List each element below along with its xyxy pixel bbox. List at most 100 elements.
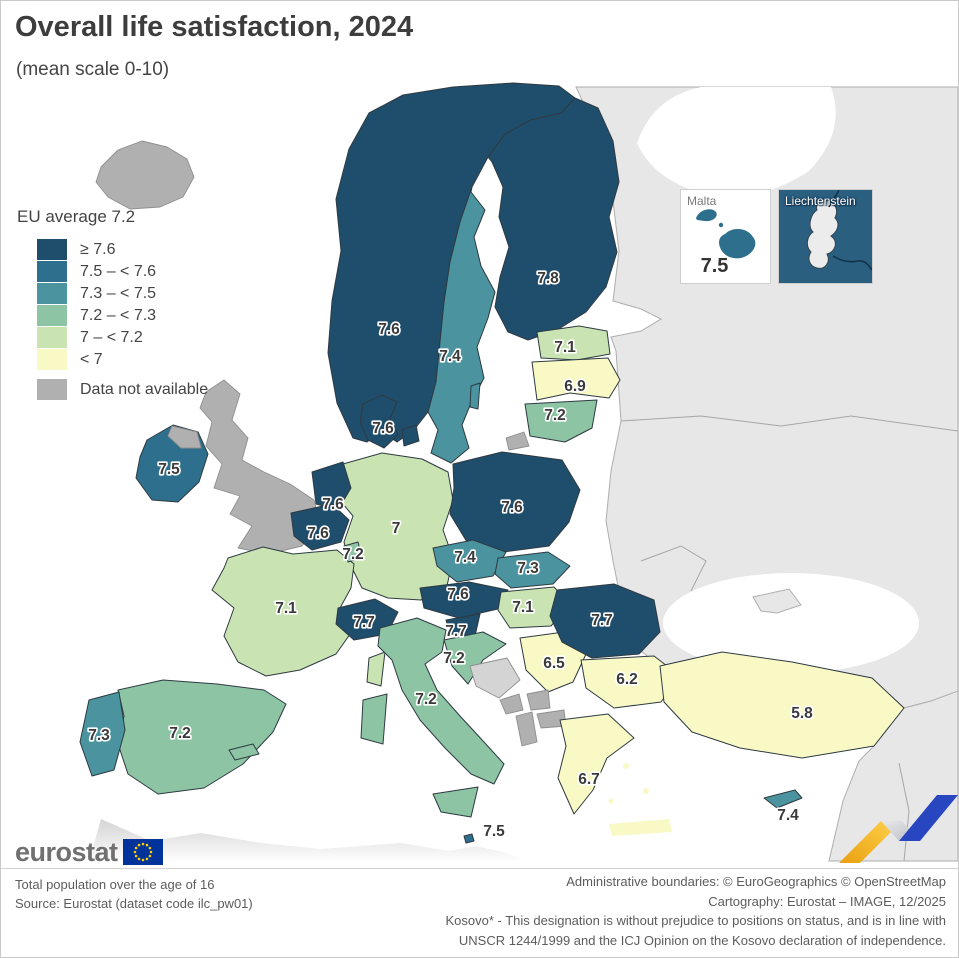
legend: EU average 7.2 ≥ 7.6 7.5 – < 7.6 7.3 – < 7… [17,207,208,401]
country-germany [337,452,454,601]
legend-swatch [37,327,67,348]
island-balearics [228,743,260,761]
eurostat-wordmark: eurostat [15,837,118,867]
crimea [752,588,802,614]
image-ribbon-decoration [839,795,958,863]
country-sweden [427,186,496,464]
value-label-cyprus: 7.4 [777,807,799,824]
value-label-czechia: 7.4 [454,549,476,566]
greek-island-1 [623,763,629,769]
footer-kosovo-note-1: Kosovo* - This designation is without pr… [445,913,946,928]
eurostat-logo: eurostat [15,837,163,867]
country-finland [487,97,620,341]
country-bulgaria [580,655,681,709]
value-label-greece: 6.7 [578,771,600,788]
country-croatia [443,631,507,685]
legend-row: ≥ 7.6 [37,239,208,260]
legend-rows: ≥ 7.6 7.5 – < 7.6 7.3 – < 7.5 7.2 – < 7.3 7 … [17,239,208,400]
legend-row: Data not available [37,379,208,400]
value-label-serbia: 6.5 [543,655,565,672]
legend-row: 7.3 – < 7.5 [37,283,208,304]
footer-right: Administrative boundaries: © EuroGeograp… [445,872,946,950]
country-italy [377,617,505,785]
page-title: Overall life satisfaction, 2024 [15,11,414,43]
value-label-france: 7.1 [275,600,297,617]
country-denmark [359,394,399,449]
liechtenstein-shape [806,190,872,271]
eu-average-label: EU average 7.2 [17,207,136,226]
greek-island-3 [608,798,614,804]
border-hint-2 [640,545,707,592]
value-label-malta: 7.5 [483,823,505,840]
legend-swatch [37,379,67,400]
country-value-labels: 7.6 7.4 7.8 7.1 6.9 7.2 7.6 7.5 7.6 7.6 7.2 7 7.6 7.4… [87,268,815,841]
value-label-slovakia: 7.3 [517,560,539,577]
country-united-kingdom [199,379,321,555]
north-africa [89,819,526,861]
country-slovakia [494,551,571,589]
value-label-spain: 7.2 [169,725,191,742]
value-label-estonia: 7.1 [554,339,576,356]
value-label-turkey: 5.8 [791,705,813,722]
inset-malta-value: 7.5 [700,255,729,277]
greek-island-2 [643,788,649,794]
country-romania [549,583,661,659]
value-label-hungary: 7.1 [512,599,534,616]
arctic-sea [637,87,836,197]
footer-source-note: Source: Eurostat (dataset code ilc_pw01) [15,896,253,911]
malta-shape [696,209,756,259]
legend-label: 7.3 – < 7.5 [80,284,157,302]
footer-population-note: Total population over the age of 16 [15,877,215,892]
country-iceland [95,140,195,210]
legend-label: ≥ 7.6 [80,240,116,258]
country-malta [463,833,475,844]
country-belgium [290,503,350,551]
country-turkey [659,651,905,759]
inset-liechtenstein-title: Liechtenstein [785,194,856,208]
inset-malta-title: Malta [687,194,717,208]
country-netherlands [311,461,352,511]
legend-label: 7 – < 7.2 [80,328,143,346]
value-label-luxembourg: 7.2 [342,546,364,563]
island-gotland [469,382,481,410]
border-hint-1 [620,415,958,432]
legend-label: Data not available [80,380,209,398]
country-cyprus [763,789,803,809]
footer-divider [1,868,958,869]
island-sicily [432,786,479,818]
country-france [211,546,355,677]
value-label-denmark: 7.6 [372,420,394,437]
page-subtitle: (mean scale 0-10) [16,59,170,80]
legend-row: 7 – < 7.2 [37,327,208,348]
legend-label: 7.5 – < 7.6 [80,262,157,280]
value-label-switzerland: 7.7 [353,614,375,631]
country-spain [117,679,287,795]
country-bosnia [469,657,521,699]
legend-row: < 7 [37,349,208,370]
country-greece [557,713,635,815]
legend-swatch [37,305,67,326]
footer-admin-boundaries: Administrative boundaries: © EuroGeograp… [566,874,946,889]
value-label-slovenia: 7.7 [445,623,467,640]
value-label-croatia: 7.2 [443,650,465,667]
value-label-romania: 7.7 [591,612,613,629]
value-label-norway: 7.6 [378,321,400,338]
footer-left: Total population over the age of 16 Sour… [15,875,253,913]
legend-row: 7.2 – < 7.3 [37,305,208,326]
inset-malta: Malta 7.5 [680,189,771,284]
island-corsica [366,651,386,687]
country-latvia [531,357,621,401]
border-hint-3 [898,762,910,862]
legend-swatch [37,349,67,370]
value-label-finland: 7.8 [537,270,559,287]
value-label-sweden: 7.4 [439,348,461,365]
legend-swatch [37,239,67,260]
value-label-lithuania: 7.2 [544,407,566,424]
region-kaliningrad [505,431,530,451]
black-sea [663,573,919,673]
country-czechia [432,539,507,583]
footer-cartography: Cartography: Eurostat – IMAGE, 12/2025 [708,893,946,909]
country-estonia [536,325,611,361]
